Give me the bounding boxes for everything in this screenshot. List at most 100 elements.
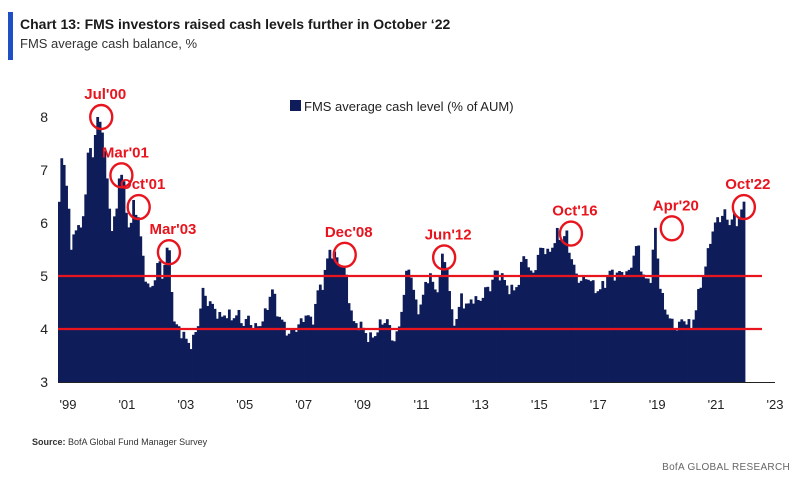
bar [134,214,138,382]
bar [728,225,732,382]
bar [608,270,612,382]
y-tick-label: 5 [40,268,48,284]
bar [733,213,736,382]
bar [249,325,253,382]
annotation-label: Oct'01 [120,176,165,193]
bar [436,292,439,382]
bar [283,321,286,382]
bar [79,227,83,382]
bar [280,319,284,382]
x-tick-label: '03 [177,397,194,412]
bar [299,318,303,382]
bar [706,248,710,382]
bar [287,333,291,382]
bar [316,290,320,382]
y-tick-label: 3 [40,374,48,390]
bar [699,287,703,382]
bar [206,305,210,382]
bar [529,270,533,382]
bar [472,303,475,382]
bar [340,267,344,382]
bar [125,212,128,382]
bar [677,321,681,382]
bar [668,318,672,382]
bar [350,310,353,382]
bar [512,290,516,382]
bar [498,280,502,382]
bar [737,217,741,382]
bar [297,324,301,382]
bar [474,296,478,382]
bar [431,281,435,382]
bar [673,329,676,382]
bar [354,323,358,382]
bar [441,253,444,382]
annotation-label: Apr'20 [653,197,699,214]
y-axis-ticks: 3 4 5 6 7 8 [40,109,48,390]
bar [723,209,727,382]
bar [515,287,518,382]
y-tick-label: 6 [40,215,48,231]
bar [417,314,420,382]
bar [407,269,411,382]
bar [718,222,722,382]
bar [649,282,653,382]
x-tick-label: '21 [708,397,725,412]
x-tick-label: '09 [354,397,371,412]
annotation-label: Jun'12 [425,226,472,243]
bar [656,258,660,382]
bar [385,319,389,382]
bar [194,332,198,382]
y-tick-label: 8 [40,109,48,125]
bar [110,231,114,382]
bar [548,251,552,382]
bar [395,331,399,382]
bar [294,331,298,382]
bar [113,216,116,382]
annotation-label: Oct'16 [552,203,597,220]
annotation-label: Mar'03 [149,221,196,238]
bar [122,181,126,382]
bar [72,234,76,382]
bar [251,329,255,382]
bar [500,273,504,382]
bar [177,326,181,382]
bar [637,245,641,382]
bar [93,134,97,382]
bar [539,247,542,382]
bar [663,309,667,382]
bar [220,316,224,382]
bar [536,254,540,382]
bar [378,319,382,382]
bar [139,236,143,382]
bar [445,267,449,382]
bar [89,148,92,382]
bar [342,266,346,382]
bar [697,289,700,382]
bar [381,324,384,382]
annotation-label: Dec'08 [325,224,373,241]
bar [709,243,712,382]
bar [522,256,526,382]
bar [326,258,329,382]
bar [352,321,356,382]
bar [237,309,241,382]
bar [560,240,564,382]
bar [323,269,327,382]
bar [682,321,686,382]
bar [402,294,406,382]
bar [309,316,313,382]
bar [455,319,459,382]
bar [620,272,624,382]
bar [546,248,550,382]
annotation-circle [156,238,182,266]
bar [232,318,236,382]
bar [510,284,514,382]
bar [572,264,576,382]
bar [508,294,511,382]
x-tick-label: '17 [590,397,607,412]
bar [429,273,432,382]
annotation-circle [431,244,457,271]
bar [362,327,365,382]
bar [551,247,554,382]
